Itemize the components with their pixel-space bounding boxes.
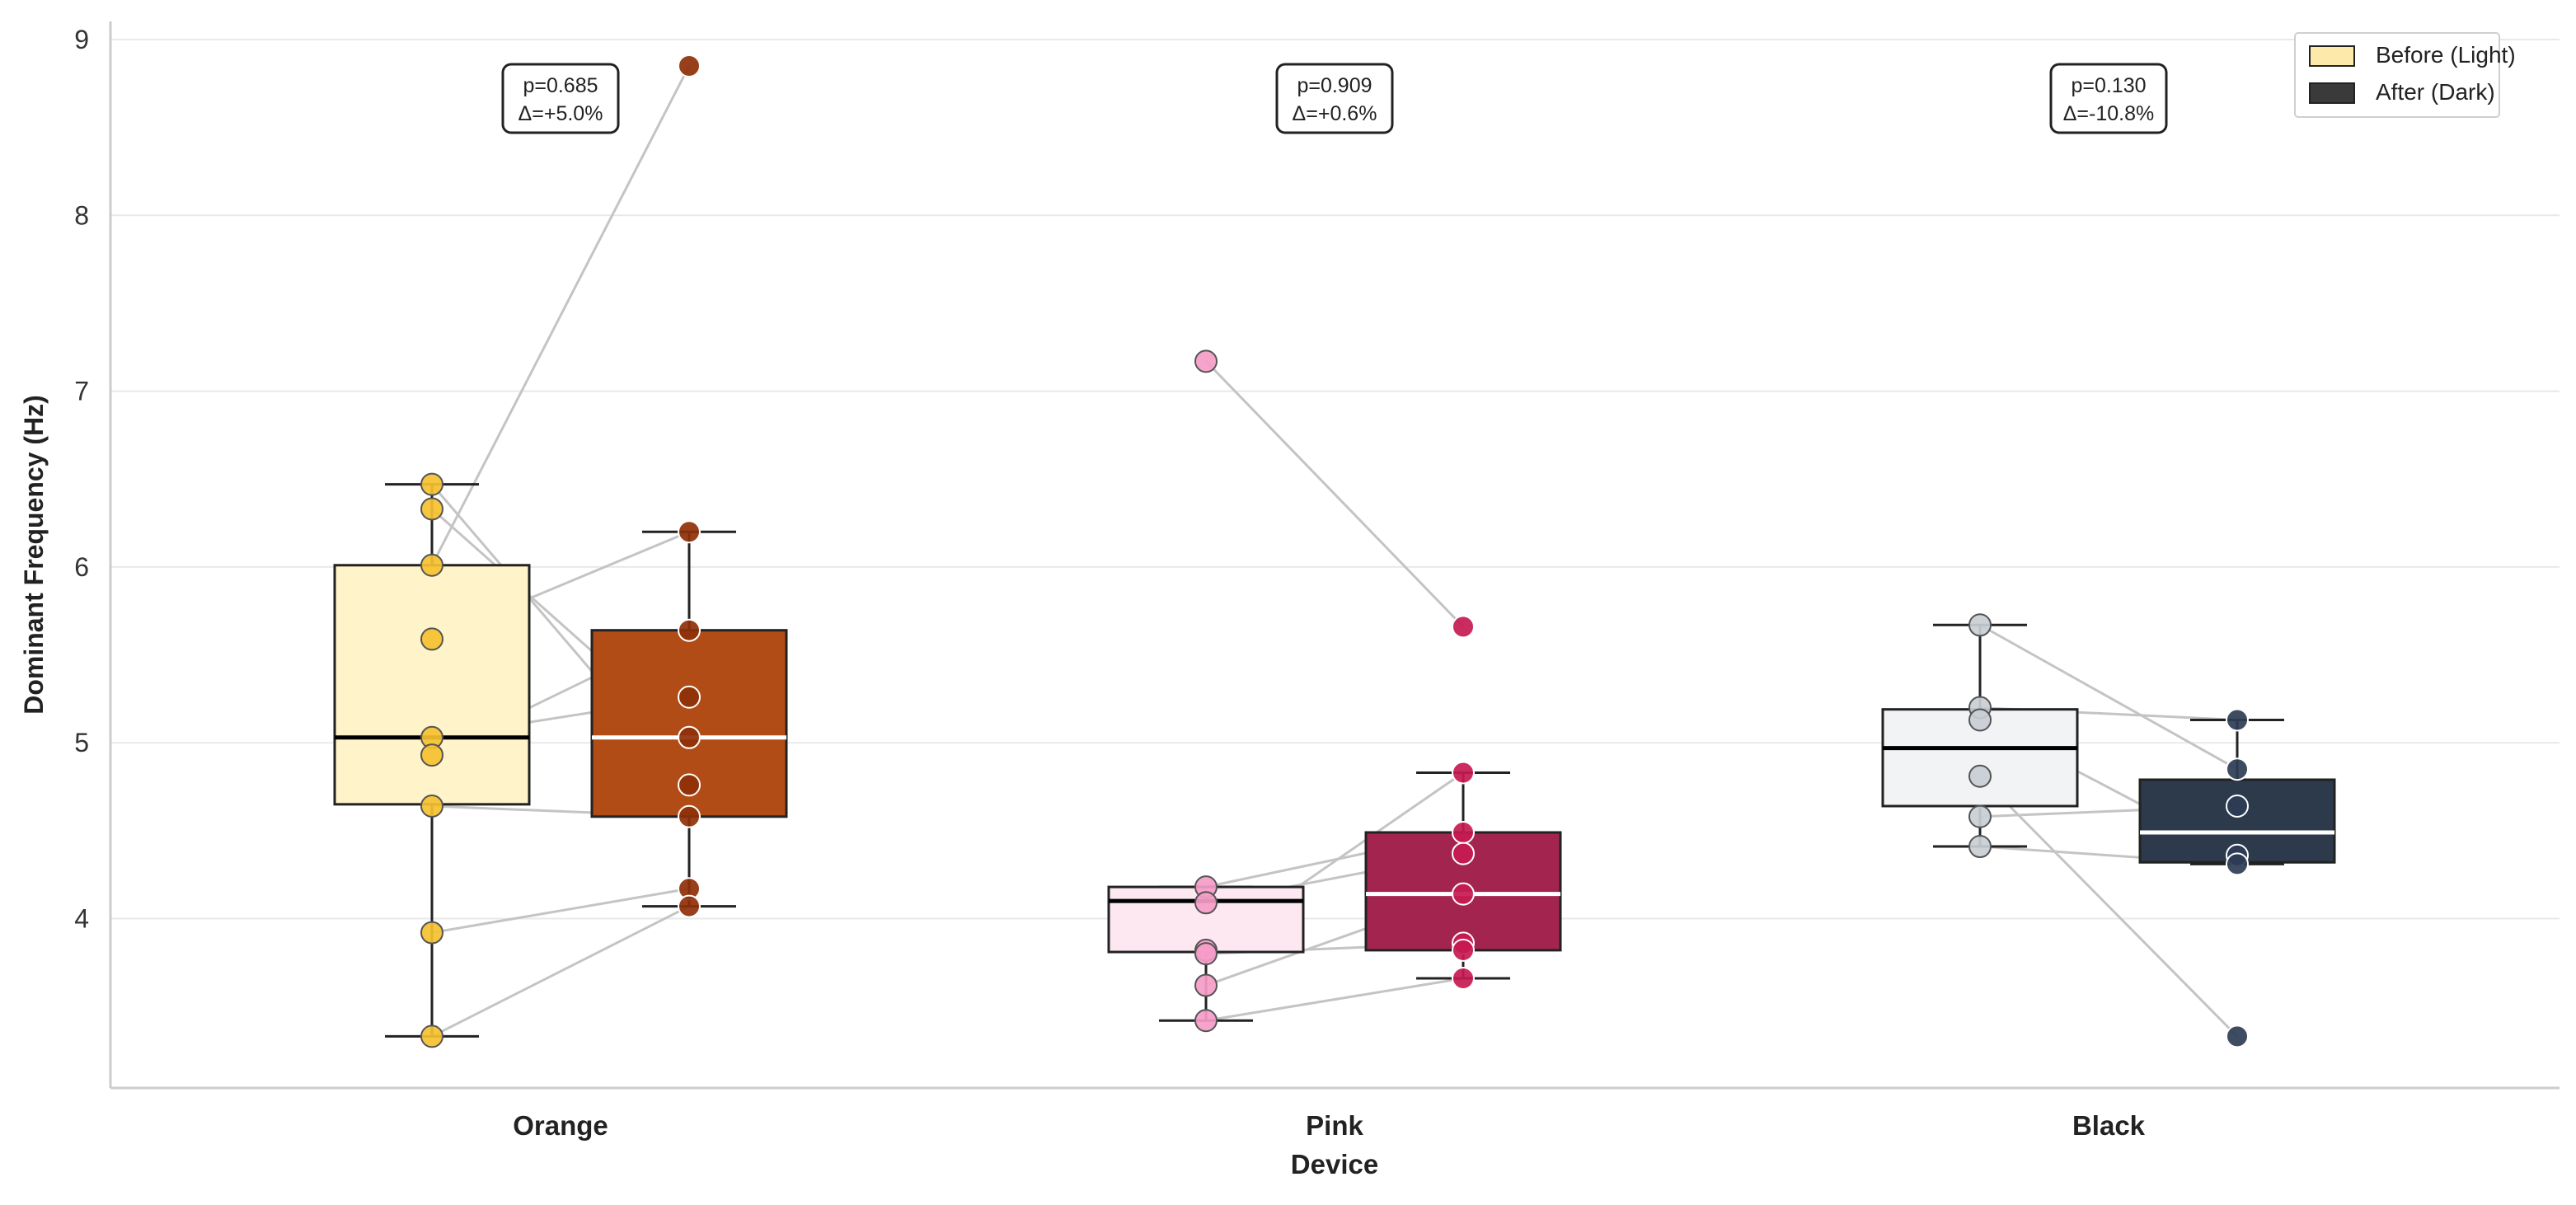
y-tick-label-5: 5 [74, 728, 89, 757]
legend: Before (Light) After (Dark) [2294, 32, 2516, 118]
point-pink-after-3 [1452, 842, 1475, 865]
point-pink-after-0 [1452, 615, 1475, 639]
point-orange-after-4 [678, 725, 701, 749]
y-tick-label-8: 8 [74, 200, 89, 230]
point-black-before-2 [1968, 708, 1992, 732]
legend-swatch-after [2309, 82, 2355, 104]
point-pink-before-2 [1194, 891, 1218, 915]
point-pink-before-4 [1194, 942, 1218, 966]
point-pink-after-2 [1452, 820, 1475, 844]
x-axis-label: Device [1291, 1149, 1378, 1179]
data-points [420, 54, 2249, 1048]
point-orange-before-0 [420, 472, 443, 496]
y-tick-labels: 4 5 6 7 8 9 [74, 25, 89, 934]
y-axis-label: Dominant Frequency (Hz) [19, 395, 49, 715]
point-pink-after-4 [1452, 882, 1475, 906]
annotation-delta-orange: Δ=+5.0% [518, 102, 603, 125]
point-orange-after-2 [678, 618, 701, 642]
pair-line-orange-8 [431, 905, 690, 1038]
point-black-after-2 [2226, 794, 2249, 818]
point-pink-after-1 [1452, 761, 1475, 785]
x-tick-label-pink: Pink [1306, 1110, 1363, 1141]
point-orange-after-6 [678, 804, 701, 828]
annotation-box-black [2049, 63, 2168, 134]
annotation-delta-pink: Δ=+0.6% [1293, 102, 1377, 125]
x-tick-label-orange: Orange [513, 1110, 608, 1141]
pair-line-pink-6 [1205, 977, 1464, 1022]
legend-swatch-before [2309, 45, 2355, 67]
point-orange-after-1 [678, 520, 701, 544]
point-orange-after-3 [678, 685, 701, 709]
point-black-before-4 [1968, 804, 1992, 828]
y-tick-label-9: 9 [74, 25, 89, 54]
point-pink-after-6 [1452, 938, 1475, 962]
point-orange-before-3 [420, 627, 443, 651]
point-black-after-4 [2226, 852, 2249, 876]
x-tick-label-black: Black [2072, 1110, 2146, 1141]
pair-line-orange-2 [430, 65, 691, 566]
annotation-p-value-black: p=0.130 [2071, 74, 2146, 97]
point-orange-before-6 [420, 794, 443, 818]
point-black-after-0 [2226, 708, 2249, 732]
point-orange-after-0 [678, 54, 701, 77]
pair-line-black-0 [1979, 623, 2238, 771]
point-black-before-0 [1968, 613, 1992, 637]
pair-line-orange-7 [431, 887, 690, 935]
point-orange-before-5 [420, 743, 443, 767]
legend-label-before: Before (Light) [2376, 42, 2516, 68]
point-orange-before-8 [420, 1024, 443, 1048]
annotation-delta-black: Δ=-10.8% [2063, 102, 2155, 125]
pair-line-pink-0 [1204, 360, 1465, 628]
point-black-before-3 [1968, 764, 1992, 788]
y-tick-label-4: 4 [74, 904, 89, 934]
point-orange-before-2 [420, 553, 443, 577]
point-pink-before-0 [1194, 349, 1218, 373]
point-orange-after-5 [678, 773, 701, 797]
point-orange-after-8 [678, 894, 701, 918]
annotation-p-value-orange: p=0.685 [523, 74, 598, 97]
point-orange-before-7 [420, 921, 443, 945]
point-orange-before-1 [420, 497, 443, 521]
x-tick-labels: Orange Pink Black [513, 1110, 2145, 1141]
paired-lines [430, 65, 2239, 1038]
point-black-before-5 [1968, 835, 1992, 859]
point-black-after-1 [2226, 757, 2249, 781]
legend-label-after: After (Dark) [2376, 79, 2495, 105]
point-pink-before-6 [1194, 1009, 1218, 1033]
y-tick-label-6: 6 [74, 552, 89, 582]
box-orange-before [333, 564, 531, 806]
annotations: p=0.685 Δ=+5.0% p=0.909 Δ=+0.6% p=0.130 Δ=-10… [501, 63, 2168, 134]
y-tick-label-7: 7 [74, 377, 89, 406]
annotation-box-pink [1275, 63, 1394, 134]
pair-line-black-3 [1978, 775, 2239, 1038]
point-black-after-5 [2226, 1024, 2249, 1048]
axes [109, 21, 2560, 1090]
point-pink-before-5 [1194, 973, 1218, 997]
annotation-p-value-pink: p=0.909 [1297, 74, 1372, 97]
point-pink-after-7 [1452, 967, 1475, 991]
annotation-box-orange [501, 63, 620, 134]
